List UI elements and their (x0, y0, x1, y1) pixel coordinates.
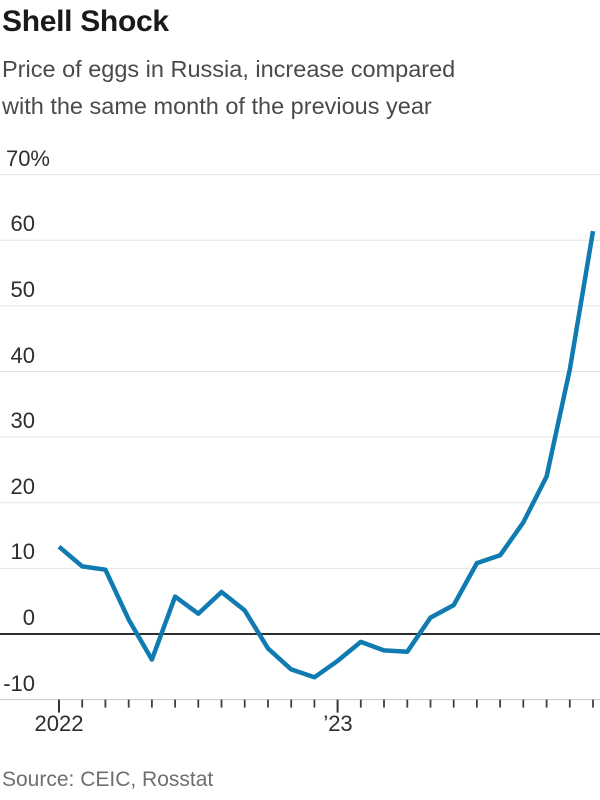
y-axis-label-50: 50 (10, 277, 35, 302)
y-axis-labels: 70% 60 50 40 30 20 10 0 -10 (3, 146, 50, 696)
x-axis-label-2022: 2022 (34, 711, 84, 736)
x-axis-label-23: ’23 (323, 711, 353, 736)
chart-subtitle-line-2: with the same month of the previous year (2, 93, 432, 119)
y-axis-label-0: 0 (22, 605, 35, 630)
egg-price-series-line (57, 230, 596, 680)
y-axis-label-40: 40 (10, 343, 35, 368)
y-axis-label-30: 30 (10, 408, 35, 433)
y-axis-label-10: 10 (10, 539, 35, 564)
y-axis-label-60: 60 (10, 211, 35, 236)
y-axis-label-20: 20 (10, 474, 35, 499)
source-note: Source: CEIC, Rosstat (2, 768, 214, 791)
y-axis-label--10: -10 (3, 671, 35, 696)
x-axis-labels: 2022 ’23 (0, 711, 600, 743)
chart-subtitle-line-1: Price of eggs in Russia, increase compar… (2, 56, 456, 82)
line-chart (0, 174, 600, 713)
chart-subtitle: Price of eggs in Russia, increase compar… (2, 51, 455, 125)
y-axis-label-70: 70% (5, 146, 50, 171)
chart-title: Shell Shock (2, 5, 169, 38)
